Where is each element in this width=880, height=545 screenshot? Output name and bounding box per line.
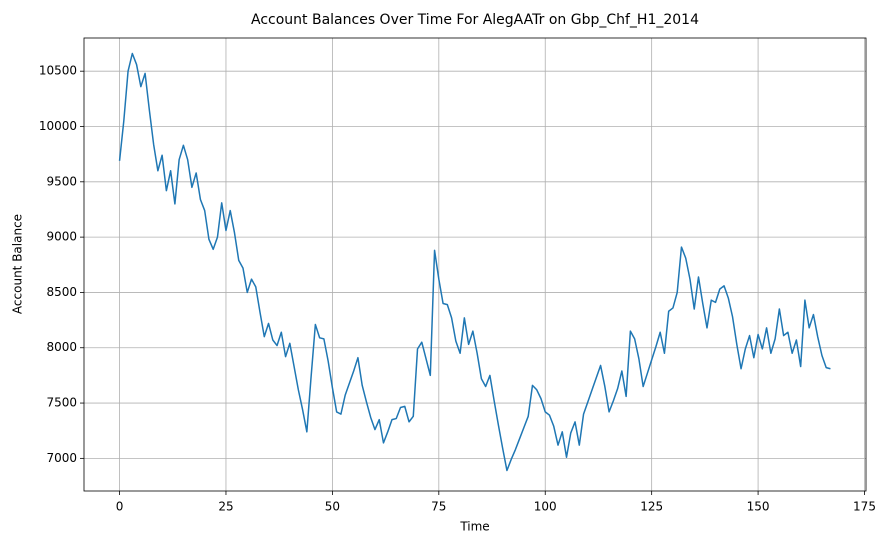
x-tick-label: 100 xyxy=(534,500,557,514)
y-tick-label: 10000 xyxy=(39,119,77,133)
x-tick-label: 75 xyxy=(431,500,446,514)
y-tick-label: 9000 xyxy=(46,230,77,244)
x-tick-label: 25 xyxy=(218,500,233,514)
y-tick-label: 7000 xyxy=(46,451,77,465)
y-tick-label: 10500 xyxy=(39,64,77,78)
x-tick-label: 175 xyxy=(853,500,876,514)
chart-title: Account Balances Over Time For AlegAATr … xyxy=(251,12,699,28)
x-tick-label: 125 xyxy=(640,500,663,514)
plot-frame xyxy=(83,37,867,492)
y-tick-label: 9500 xyxy=(46,174,77,188)
y-tick-label: 7500 xyxy=(46,396,77,410)
x-tick-label: 150 xyxy=(747,500,770,514)
line-series xyxy=(118,52,831,472)
x-tick-label: 0 xyxy=(116,500,124,514)
x-axis-label: Time xyxy=(459,520,489,534)
x-tick-label: 50 xyxy=(325,500,340,514)
y-tick-label: 8500 xyxy=(46,285,77,299)
y-axis-label: Account Balance xyxy=(11,214,25,314)
y-tick-label: 8000 xyxy=(46,340,77,354)
